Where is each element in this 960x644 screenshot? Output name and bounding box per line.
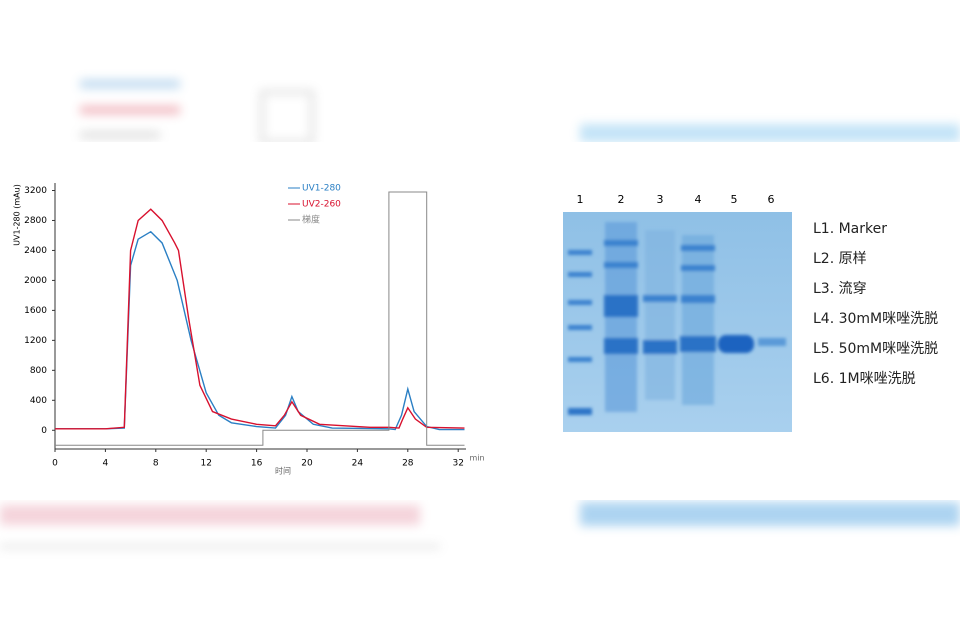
lane-label: 5	[731, 193, 738, 206]
y-tick-label: 1200	[24, 336, 47, 346]
x-tick-label: 4	[103, 459, 109, 469]
y-tick-label: 3200	[24, 186, 47, 196]
x-tick-label: 8	[153, 459, 159, 469]
lane-label: 3	[657, 193, 664, 206]
lane-label: 4	[695, 193, 702, 206]
series-line	[55, 230, 465, 431]
series-line	[55, 191, 465, 446]
x-unit: min	[469, 454, 484, 463]
lane-label: 1	[577, 193, 584, 206]
x-axis-label: 时间	[275, 466, 291, 476]
series-line	[55, 208, 465, 430]
lane-legend: L1. Marker	[813, 221, 887, 237]
legend-label: UV2-260	[302, 200, 341, 210]
y-tick-label: 2800	[24, 216, 47, 226]
lane-legend: L2. 原样	[813, 251, 867, 267]
y-tick-label: 2400	[24, 246, 47, 256]
gel-panel: 1 2 3 4 5 6 L1. Marker L2. 原样 L3. 流穿 L4. 30mM咪唑洗脱…	[563, 193, 938, 432]
y-axis-label: UV1-280 (mAu)	[13, 184, 22, 246]
content-panel	[0, 142, 960, 500]
chromatogram: UV1-280 (mAu) min 时间 0 400 800 1200 1600 2000…	[13, 183, 485, 476]
x-tick-label: 28	[402, 459, 414, 469]
x-tick-label: 0	[52, 459, 58, 469]
gel-image	[563, 212, 792, 432]
legend-label: 梯度	[302, 214, 320, 226]
y-tick-label: 1600	[24, 306, 47, 316]
legend-label: UV1-280	[302, 184, 341, 194]
y-tick-label: 800	[30, 366, 47, 376]
gel-bands	[568, 222, 786, 415]
x-tick-label: 12	[200, 459, 211, 469]
lane-legend: L3. 流穿	[813, 281, 867, 297]
x-tick-label: 20	[301, 459, 313, 469]
x-tick-label: 24	[352, 459, 364, 469]
lane-label: 2	[618, 193, 625, 206]
x-tick-label: 16	[251, 459, 263, 469]
y-tick-label: 400	[30, 396, 47, 406]
lane-legend: L4. 30mM咪唑洗脱	[813, 311, 938, 327]
lane-legend: L6. 1M咪唑洗脱	[813, 371, 916, 387]
x-tick-label: 32	[452, 459, 463, 469]
lane-label: 6	[768, 193, 775, 206]
y-tick-label: 0	[41, 426, 47, 436]
background-decor	[0, 80, 960, 548]
y-tick-label: 2000	[24, 276, 47, 286]
lane-legend: L5. 50mM咪唑洗脱	[813, 341, 938, 357]
